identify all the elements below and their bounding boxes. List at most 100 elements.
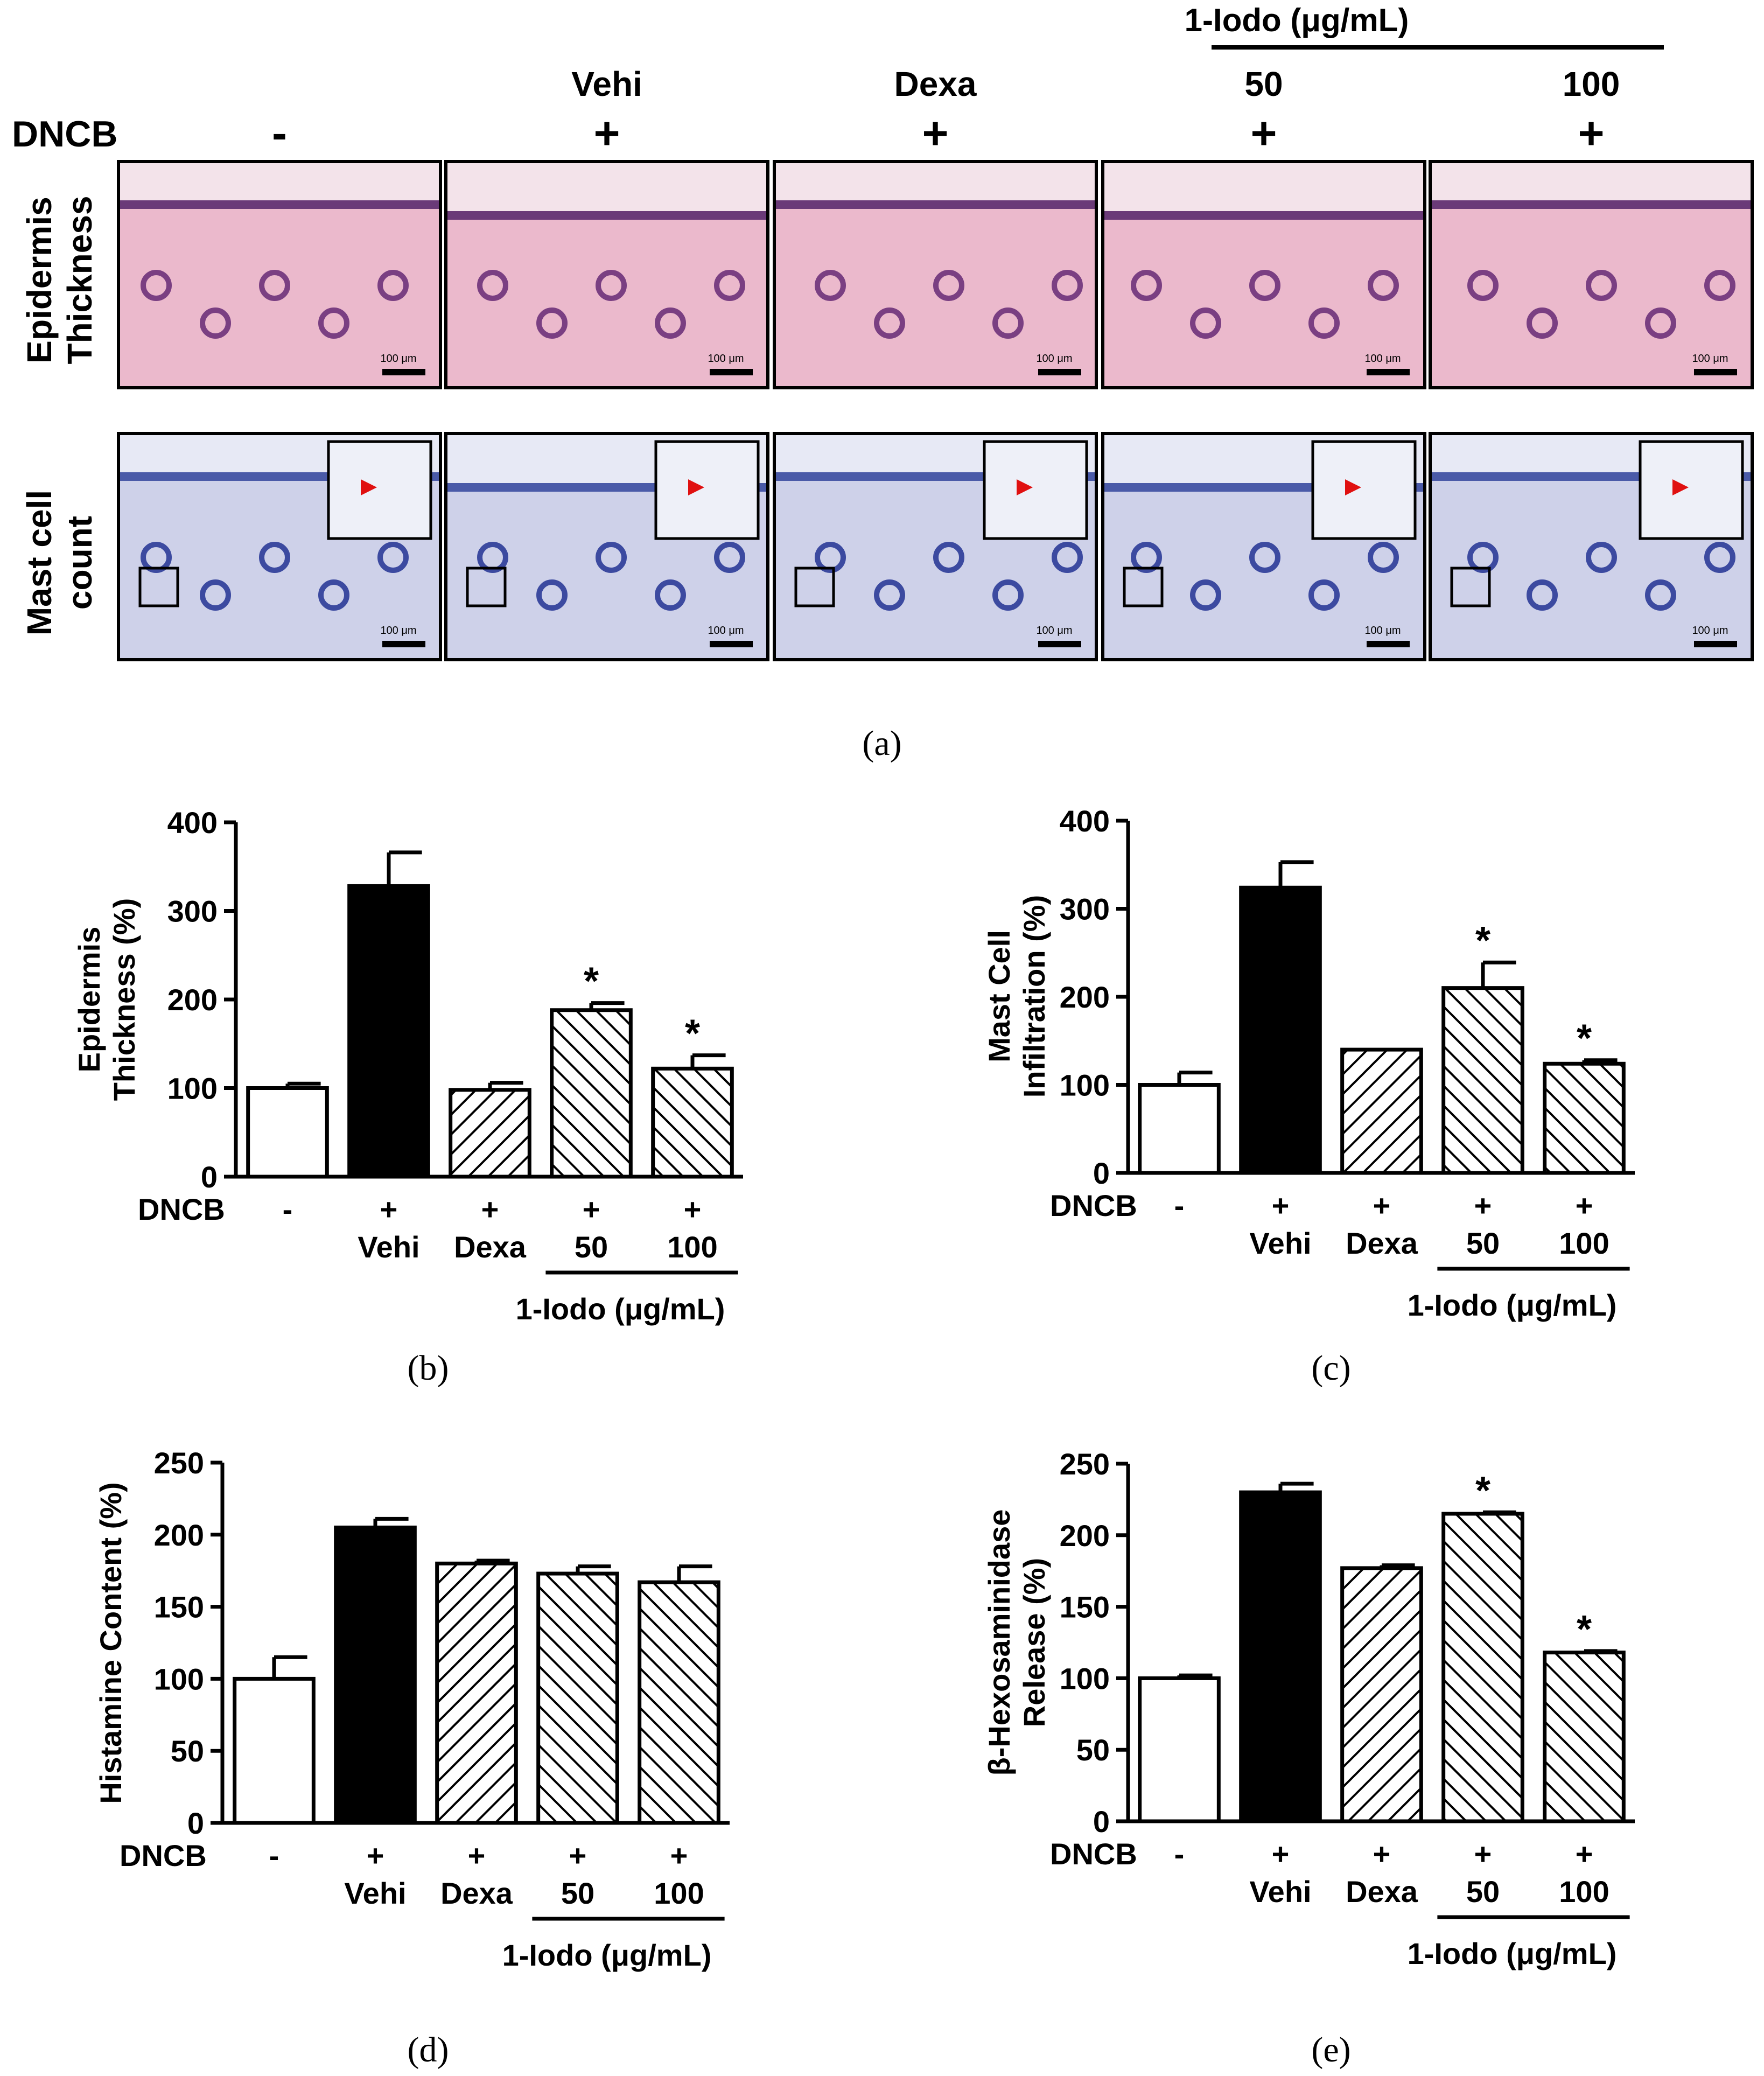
x-tick-label: + — [468, 1839, 486, 1872]
y-tick-label: 200 — [167, 983, 218, 1017]
bar-chart: 0 50 100 150 200 250 β-Hexosaminidase Release (… — [982, 1447, 1635, 2070]
hair-follicle — [1131, 542, 1162, 573]
bar — [449, 1088, 531, 1179]
region-box — [1123, 567, 1164, 607]
y-tick-label: 100 — [1060, 1661, 1110, 1695]
group-label: 100 — [1559, 1226, 1609, 1260]
inset-box — [983, 440, 1088, 540]
column-headers: - Vehi + Dexa +50 +100 + — [272, 65, 1620, 158]
row-label-mast-cell: Mast cell count — [20, 490, 99, 635]
hair-follicle — [714, 542, 745, 573]
x-tick-label: + — [1474, 1837, 1492, 1871]
row-label-line: count — [60, 516, 99, 610]
hair-follicle — [141, 542, 172, 573]
dncb-label: DNCB — [120, 1839, 207, 1872]
row-label-epidermis: Epidermis Thickness — [20, 195, 99, 364]
x-tick-label: + — [1474, 1189, 1492, 1222]
x-tick-label: + — [1272, 1837, 1290, 1871]
tile-frame — [444, 160, 769, 389]
y-tick-label: 50 — [1076, 1733, 1110, 1767]
bar-charts: 0 100 200 300 400 Epidermis Thickness (%) * * DNC… — [72, 804, 1635, 2070]
bar — [1441, 986, 1524, 1175]
hair-follicle — [714, 270, 745, 301]
hair-follicle — [1527, 579, 1558, 611]
tile-frame — [117, 160, 442, 389]
x-tick-label: + — [380, 1192, 398, 1226]
y-tick-label: 100 — [1060, 1068, 1110, 1102]
x-tick-label: - — [1174, 1837, 1185, 1871]
y-tick-label: 150 — [154, 1590, 204, 1624]
scale-bar — [710, 369, 753, 375]
micrograph-tile: 100 μm — [444, 432, 769, 661]
micrograph-tile: 100 μm — [1101, 160, 1426, 389]
region-box — [1450, 567, 1491, 607]
hair-follicle — [1645, 307, 1676, 339]
row-label-line: Epidermis — [20, 197, 59, 363]
x-tick-label: + — [670, 1839, 688, 1872]
scale-bar — [1367, 369, 1410, 375]
scale-bar — [1038, 369, 1081, 375]
bar — [1340, 1047, 1423, 1175]
inset-box — [654, 440, 760, 540]
scale-bar — [710, 641, 753, 647]
hair-follicle — [1467, 542, 1499, 573]
panel-label: (d) — [408, 2030, 449, 2070]
row-label-line: Thickness — [60, 195, 99, 364]
column-header-dncb: + — [593, 108, 620, 158]
epidermis-layer — [774, 200, 1096, 209]
hair-follicle — [874, 307, 905, 339]
y-tick-label: 0 — [1093, 1156, 1110, 1190]
hair-follicle — [596, 270, 627, 301]
bar — [1543, 1061, 1626, 1175]
hair-follicle — [1586, 270, 1617, 301]
bar — [233, 1676, 316, 1825]
hair-follicle — [1704, 270, 1735, 301]
dncb-label: DNCB — [12, 114, 117, 155]
group-label: Vehi — [358, 1230, 419, 1264]
bar — [1239, 885, 1322, 1175]
scale-bar-label: 100 μm — [1036, 353, 1072, 365]
scale-bar-label: 100 μm — [708, 625, 744, 637]
bracket-label: 1-Iodo (μg/mL) — [1408, 1937, 1617, 1970]
tile-frame — [1101, 432, 1426, 661]
hair-follicle — [141, 270, 172, 301]
treatment-title: 1-Iodo (μg/mL) — [1185, 2, 1409, 38]
hair-follicle — [1190, 579, 1221, 611]
region-box — [794, 567, 835, 607]
scale-bar — [1038, 641, 1081, 647]
epidermis-layer — [446, 211, 768, 220]
mast-cell-arrow — [1672, 479, 1689, 495]
y-tick-label: 0 — [201, 1160, 218, 1194]
bar-chart: 0 50 100 150 200 250 Histamine Content (%) DNCB… — [94, 1446, 730, 2070]
panel-label: (e) — [1311, 2030, 1350, 2070]
y-axis-label: Infiltration (%) — [1017, 895, 1051, 1098]
tissue-layer — [446, 215, 768, 388]
hair-follicle — [200, 579, 231, 611]
group-label: Vehi — [1249, 1875, 1311, 1909]
significance-marker: * — [685, 1012, 700, 1056]
bar — [1340, 1566, 1423, 1823]
y-tick-label: 150 — [1060, 1590, 1110, 1624]
tissue-layer — [1103, 215, 1425, 388]
group-label: 100 — [667, 1230, 717, 1264]
bracket-label: 1-Iodo (μg/mL) — [502, 1938, 712, 1972]
hair-follicle — [200, 307, 231, 339]
bar — [1138, 1083, 1221, 1175]
scale-bar — [1367, 641, 1410, 647]
y-tick-label: 300 — [167, 894, 218, 928]
hair-follicle — [1467, 270, 1499, 301]
group-label: 100 — [1559, 1875, 1609, 1909]
scale-bar-label: 100 μm — [1364, 353, 1401, 365]
micrograph-tile: 100 μm — [773, 160, 1098, 389]
hair-follicle — [1052, 270, 1083, 301]
scale-bar-label: 100 μm — [708, 353, 744, 365]
tile-frame — [1429, 432, 1754, 661]
hair-follicle — [536, 307, 568, 339]
x-tick-label: + — [481, 1192, 499, 1226]
dncb-label: DNCB — [138, 1192, 225, 1226]
inset-box — [327, 440, 432, 540]
y-tick-label: 250 — [154, 1446, 204, 1480]
hair-follicle — [815, 270, 846, 301]
group-label: 50 — [1466, 1226, 1500, 1260]
mast-cell-arrow — [1345, 479, 1361, 495]
